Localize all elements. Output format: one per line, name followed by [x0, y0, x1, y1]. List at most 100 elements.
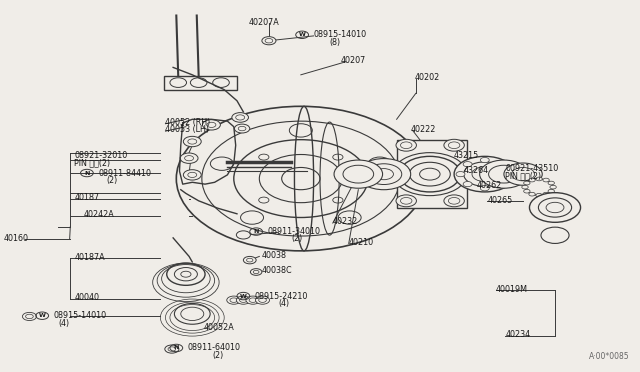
Circle shape: [22, 312, 36, 321]
Text: PIN ピン(2): PIN ピン(2): [505, 171, 541, 180]
Circle shape: [180, 153, 198, 163]
Text: 08915-24210: 08915-24210: [255, 292, 308, 301]
Circle shape: [227, 296, 241, 304]
Text: 40265: 40265: [487, 196, 513, 205]
Text: 40207A: 40207A: [248, 19, 279, 28]
Circle shape: [463, 182, 472, 187]
Text: 40222: 40222: [411, 125, 436, 134]
Circle shape: [234, 124, 250, 133]
Text: 40187A: 40187A: [74, 253, 105, 262]
Circle shape: [357, 158, 411, 190]
Circle shape: [497, 182, 506, 187]
Text: 08921-32010: 08921-32010: [74, 151, 127, 160]
Text: 40053 (LH): 40053 (LH): [166, 125, 209, 134]
Text: 40040: 40040: [74, 293, 99, 302]
Circle shape: [454, 156, 515, 192]
Text: 40187: 40187: [74, 193, 99, 202]
Text: (2): (2): [212, 351, 224, 360]
Circle shape: [183, 137, 201, 147]
Circle shape: [236, 231, 250, 239]
Text: 40038: 40038: [261, 251, 286, 260]
Circle shape: [522, 185, 528, 189]
Text: W: W: [39, 313, 45, 318]
Text: 40207: 40207: [340, 56, 365, 65]
Text: W: W: [240, 294, 247, 299]
Circle shape: [548, 181, 554, 185]
Text: (8): (8): [330, 38, 340, 47]
Text: 40019M: 40019M: [495, 285, 527, 294]
Circle shape: [524, 181, 530, 185]
Text: (4): (4): [58, 319, 69, 328]
Circle shape: [529, 193, 580, 222]
Text: 40242A: 40242A: [84, 211, 115, 219]
Circle shape: [165, 345, 179, 353]
Text: A·00*0085: A·00*0085: [589, 352, 630, 361]
Circle shape: [202, 120, 220, 130]
Circle shape: [243, 256, 256, 264]
Text: N: N: [253, 229, 259, 234]
Text: N: N: [84, 170, 90, 176]
Circle shape: [456, 171, 465, 177]
Circle shape: [255, 296, 269, 304]
Circle shape: [536, 193, 542, 197]
Circle shape: [444, 139, 465, 151]
Text: (4): (4): [278, 299, 290, 308]
Text: 43215: 43215: [454, 151, 479, 160]
Circle shape: [480, 186, 489, 191]
Text: N: N: [173, 346, 179, 350]
Text: 40052A: 40052A: [204, 323, 234, 332]
Circle shape: [480, 157, 489, 163]
Text: 40210: 40210: [349, 238, 374, 247]
Circle shape: [463, 161, 472, 167]
Text: 40038C: 40038C: [261, 266, 292, 275]
Circle shape: [183, 170, 201, 180]
Circle shape: [529, 178, 535, 182]
Circle shape: [504, 163, 542, 185]
Circle shape: [548, 189, 554, 193]
Circle shape: [262, 37, 276, 45]
Text: 40262: 40262: [476, 181, 502, 190]
Circle shape: [167, 263, 205, 285]
Circle shape: [250, 269, 262, 275]
Circle shape: [536, 177, 542, 181]
Text: PIN ピン(2): PIN ピン(2): [74, 158, 110, 167]
Text: 08911-34010: 08911-34010: [268, 227, 321, 236]
Circle shape: [479, 160, 528, 188]
Circle shape: [504, 171, 513, 177]
Circle shape: [497, 161, 506, 167]
Text: 08915-14010: 08915-14010: [314, 30, 367, 39]
Circle shape: [232, 113, 248, 122]
Circle shape: [529, 192, 535, 196]
Circle shape: [396, 139, 417, 151]
Text: W: W: [299, 32, 305, 37]
Circle shape: [399, 156, 461, 192]
Text: 43264: 43264: [464, 166, 489, 175]
Circle shape: [444, 195, 465, 207]
Circle shape: [212, 78, 229, 87]
Circle shape: [174, 304, 210, 324]
Circle shape: [543, 178, 549, 182]
Text: 40160: 40160: [4, 234, 29, 243]
Text: (2): (2): [106, 176, 117, 185]
Circle shape: [236, 296, 250, 304]
Circle shape: [550, 185, 556, 189]
Text: 08915-14010: 08915-14010: [54, 311, 107, 320]
Circle shape: [541, 227, 569, 243]
Text: 40052 (RH): 40052 (RH): [166, 118, 211, 127]
Circle shape: [524, 189, 530, 193]
Circle shape: [543, 192, 549, 196]
Text: 40232: 40232: [333, 218, 358, 227]
Text: 40202: 40202: [415, 73, 440, 82]
Text: 08911-64010: 08911-64010: [188, 343, 241, 352]
Circle shape: [170, 78, 186, 87]
Circle shape: [190, 78, 207, 87]
Text: 08911-84410: 08911-84410: [99, 169, 152, 177]
Circle shape: [525, 179, 553, 195]
Bar: [164, 76, 237, 90]
Circle shape: [246, 296, 260, 304]
Text: 00921-43510: 00921-43510: [505, 164, 559, 173]
Circle shape: [334, 160, 383, 188]
Bar: [397, 140, 467, 208]
Text: (2): (2): [291, 234, 303, 244]
Text: 40234: 40234: [505, 330, 531, 340]
